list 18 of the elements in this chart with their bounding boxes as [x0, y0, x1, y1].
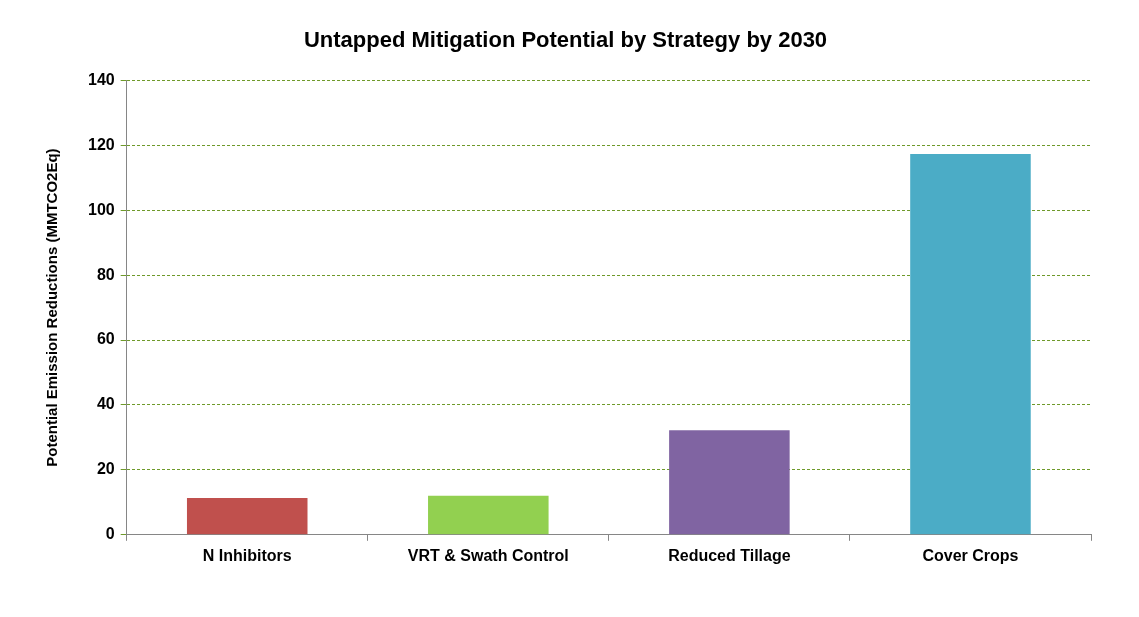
y-axis-title: Potential Emission Reductions (MMTCO2Eq) — [43, 148, 61, 467]
y-tick-label: 140 — [87, 70, 115, 88]
x-tick-label: Cover Crops — [922, 546, 1019, 564]
y-tick-label: 40 — [96, 395, 115, 413]
bar — [910, 154, 1031, 535]
y-tick-label: 120 — [87, 135, 115, 153]
bar — [669, 430, 790, 535]
x-tick-label: N Inhibitors — [202, 546, 292, 564]
y-tick-label: 80 — [96, 265, 115, 283]
x-tick-label: Reduced Tillage — [668, 546, 791, 564]
y-tick-label: 60 — [96, 330, 115, 348]
chart-title: Untapped Mitigation Potential by Strategy by 2030 — [303, 27, 828, 53]
bar — [186, 498, 308, 535]
y-tick-label: 0 — [105, 525, 115, 543]
bar — [428, 495, 549, 535]
x-tick-label: VRT & Swath Control — [407, 546, 569, 564]
y-tick-label: 100 — [87, 200, 115, 218]
y-tick-label: 20 — [96, 460, 115, 478]
